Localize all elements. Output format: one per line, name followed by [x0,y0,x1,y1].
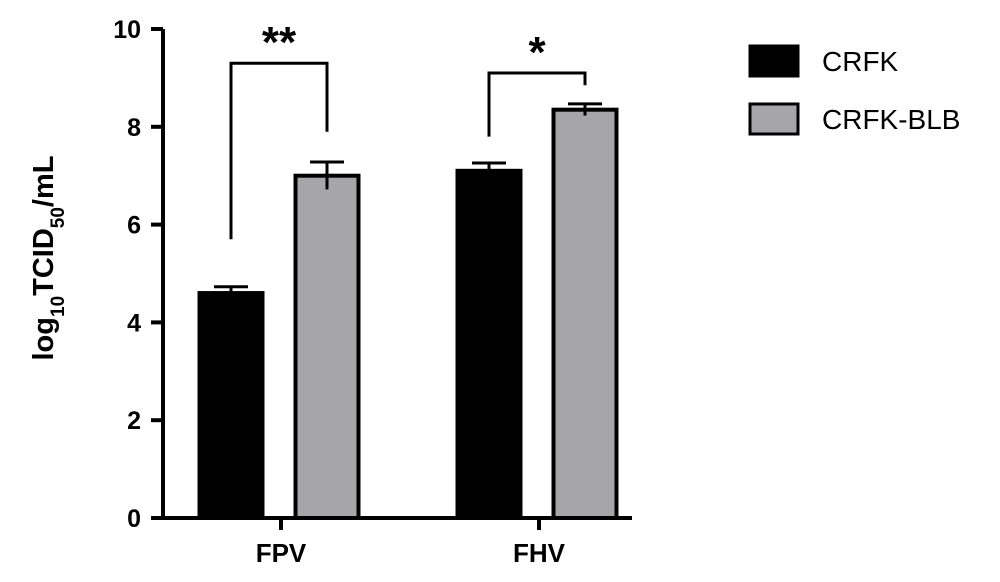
x-tick-label-fhv: FHV [513,538,566,568]
bar-crfk-fhv [455,168,523,520]
y-tick-label-2: 2 [127,407,141,435]
bar-crfk-blb-fhv [551,107,619,520]
x-ticks: FPV FHV [256,518,566,568]
y-tick-label-0: 0 [127,505,141,533]
y-tick-label-10: 10 [113,16,141,44]
error-bars [214,102,602,300]
x-tick-label-fpv: FPV [256,538,307,568]
legend-swatch-crfk [748,44,800,78]
legend-label-crfk: CRFK [822,46,899,77]
legend-label-crfk-blb: CRFK-BLB [822,104,960,135]
significance-brackets: ** * [229,18,587,240]
significance-bracket-fpv [229,61,329,240]
y-ticks: 0 2 4 6 8 10 [113,16,163,533]
bars [197,107,619,520]
y-axis-title: log10TCID50/mL [28,155,69,360]
legend: CRFK CRFK-BLB [748,44,960,136]
significance-label-fhv: * [528,28,546,77]
significance-label-fpv: ** [262,18,297,67]
y-tick-label-6: 6 [127,212,141,240]
significance-bracket-fhv [487,71,587,137]
bar-crfk-blb-fpv [293,173,361,520]
legend-item-crfk: CRFK [748,44,899,78]
legend-swatch-crfk-blb [748,102,800,136]
bar-crfk-fpv [197,291,265,520]
y-tick-label-8: 8 [127,114,141,142]
y-tick-label-4: 4 [127,309,141,337]
legend-item-crfk-blb: CRFK-BLB [748,102,960,136]
